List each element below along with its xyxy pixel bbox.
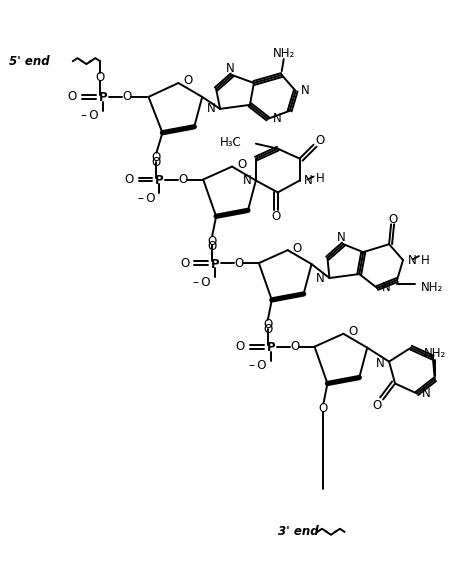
Text: N: N — [375, 357, 384, 370]
Text: N: N — [316, 272, 325, 285]
Text: O: O — [263, 323, 273, 336]
Text: – O: – O — [81, 109, 99, 123]
Text: O: O — [179, 173, 188, 186]
Text: N: N — [301, 84, 310, 97]
Text: 3' end: 3' end — [278, 525, 319, 538]
Text: O: O — [152, 156, 161, 169]
Text: H₃C: H₃C — [220, 136, 242, 149]
Text: O: O — [348, 325, 357, 338]
Text: O: O — [389, 213, 398, 226]
Text: 5' end: 5' end — [9, 55, 50, 68]
Text: N: N — [382, 281, 391, 294]
Text: O: O — [183, 75, 192, 88]
Text: NH₂: NH₂ — [421, 281, 443, 294]
Text: O: O — [208, 234, 217, 247]
Text: N: N — [273, 112, 282, 125]
Text: N: N — [337, 231, 346, 244]
Text: O: O — [68, 90, 77, 103]
Text: O: O — [152, 151, 161, 164]
Text: O: O — [208, 240, 217, 253]
Text: O: O — [292, 242, 302, 255]
Text: O: O — [95, 71, 104, 84]
Text: – O: – O — [249, 359, 267, 372]
Text: H: H — [421, 254, 429, 267]
Text: N: N — [304, 174, 312, 187]
Text: O: O — [290, 340, 299, 353]
Text: P: P — [155, 174, 164, 187]
Text: O: O — [237, 158, 246, 171]
Text: – O: – O — [193, 276, 211, 289]
Text: NH₂: NH₂ — [273, 47, 295, 60]
Text: N: N — [206, 102, 215, 115]
Text: NH₂: NH₂ — [424, 347, 446, 360]
Text: O: O — [263, 318, 273, 331]
Text: N: N — [226, 62, 235, 75]
Text: O: O — [319, 402, 328, 415]
Text: O: O — [315, 134, 324, 147]
Text: N: N — [408, 254, 417, 267]
Text: O: O — [124, 173, 134, 186]
Text: P: P — [266, 341, 275, 354]
Text: O: O — [122, 90, 131, 103]
Text: O: O — [271, 210, 281, 223]
Text: O: O — [373, 399, 382, 412]
Text: – O: – O — [138, 192, 155, 205]
Text: P: P — [99, 92, 107, 105]
Text: O: O — [236, 340, 245, 353]
Text: N: N — [243, 174, 252, 187]
Text: O: O — [234, 257, 244, 270]
Text: P: P — [211, 258, 219, 271]
Text: O: O — [180, 257, 189, 270]
Text: N: N — [422, 387, 431, 400]
Text: H: H — [316, 172, 324, 185]
